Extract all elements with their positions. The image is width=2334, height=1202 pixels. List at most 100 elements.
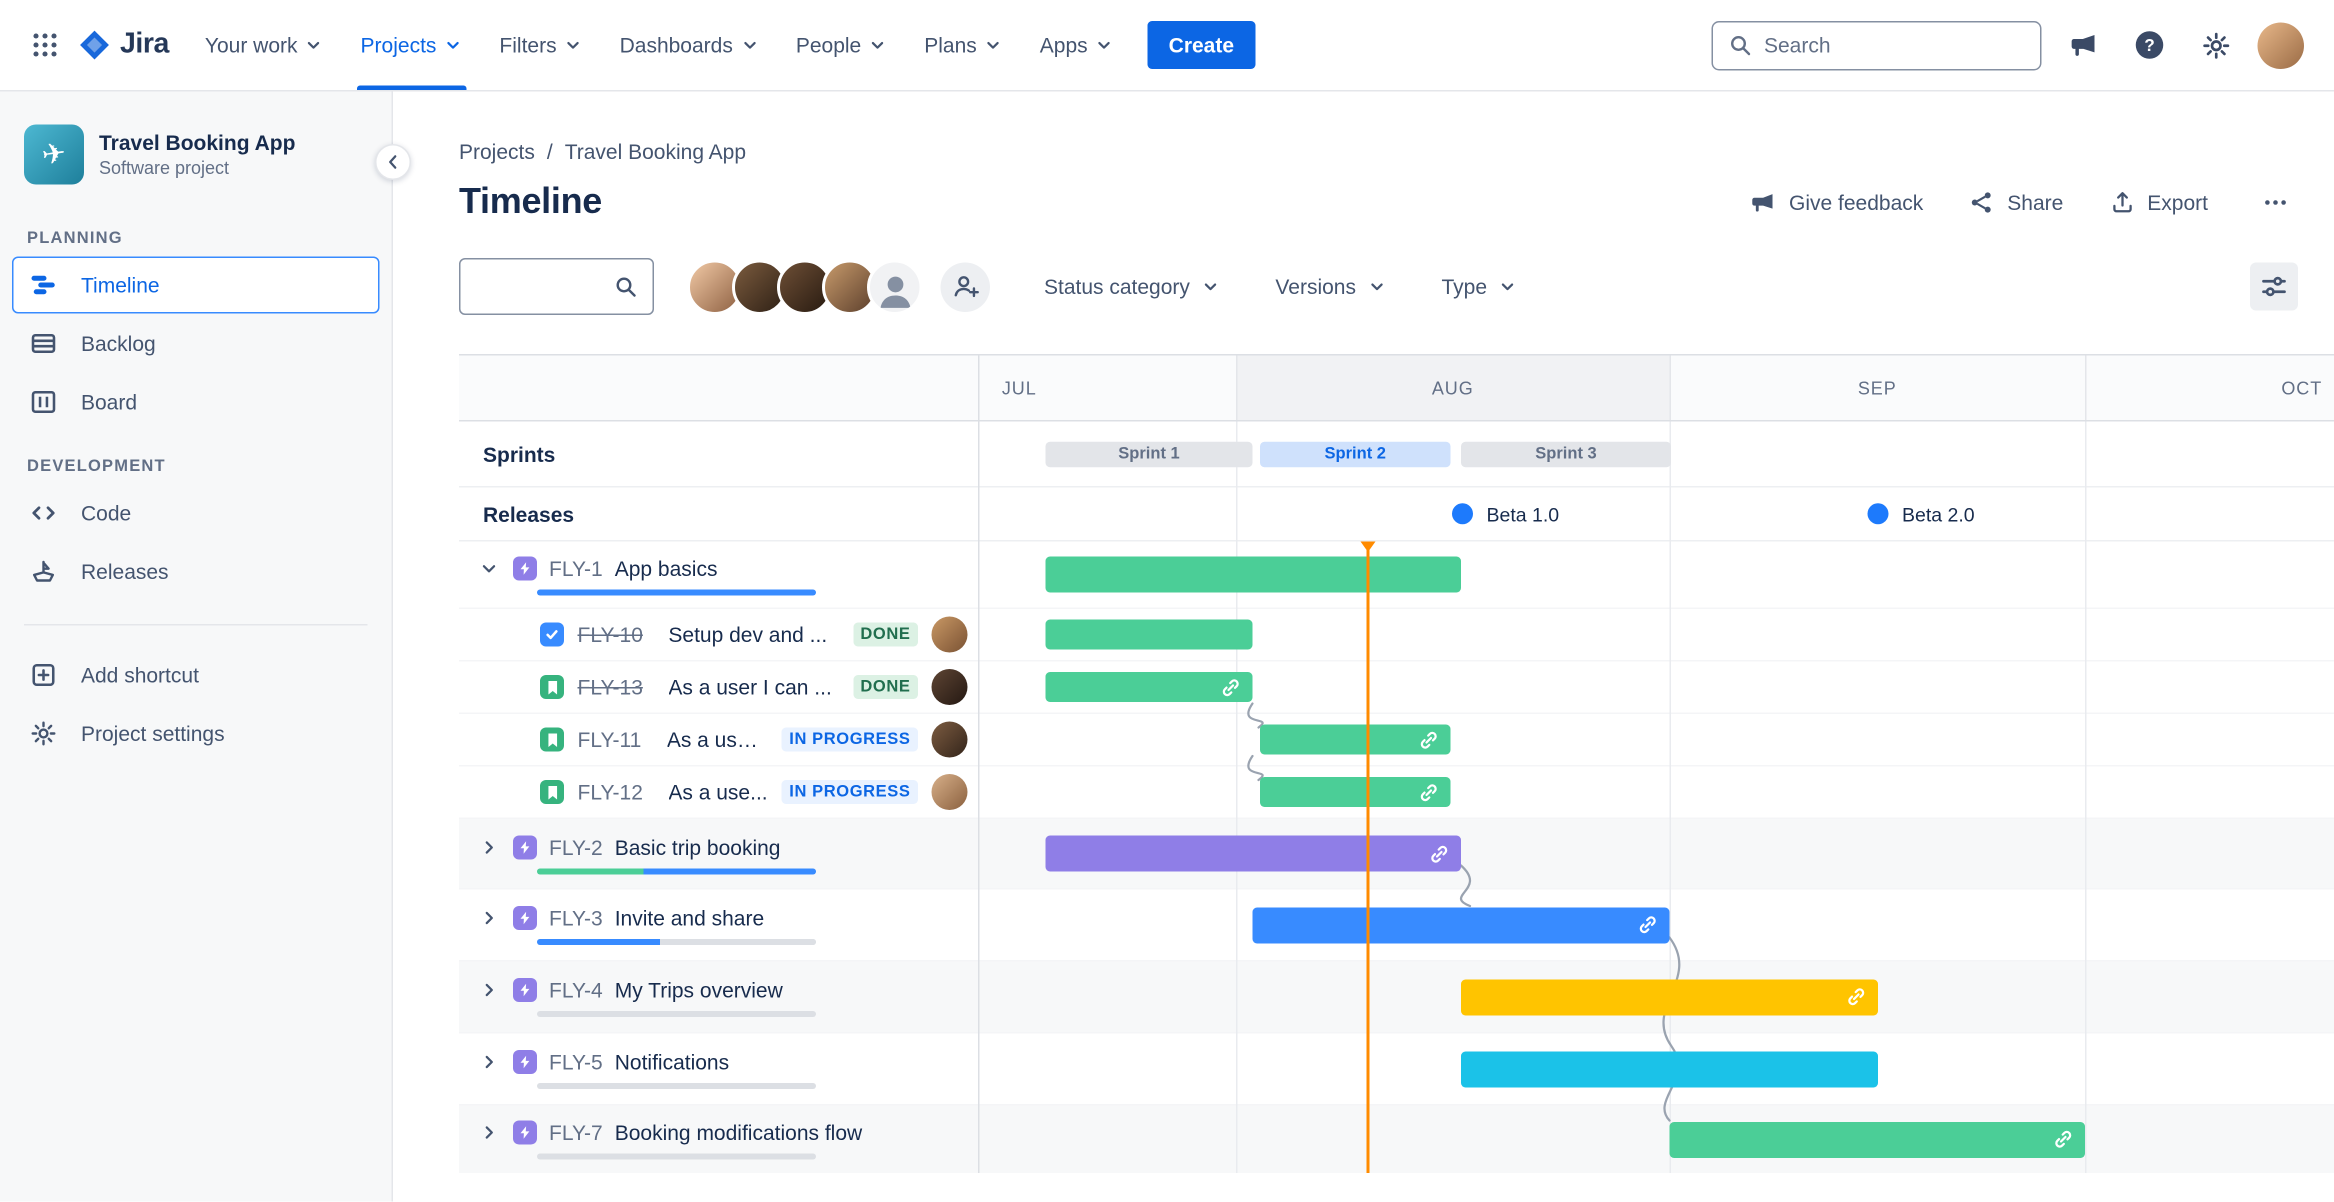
assignee-avatar[interactable] [931,774,968,810]
nav-item-dashboards[interactable]: Dashboards [602,0,778,90]
profile-avatar[interactable] [2257,21,2304,69]
filter-dropdown-versions[interactable]: Versions [1275,275,1387,299]
timeline-panel-divider [978,355,980,1173]
chevron-down-icon [442,35,463,56]
nav-item-your-work[interactable]: Your work [187,0,343,90]
gantt-bar-fly-12[interactable] [1260,777,1451,807]
add-people-button[interactable] [940,261,990,312]
sidebar-item-project-settings[interactable]: Project settings [12,705,380,762]
status-badge: DONE [852,622,918,647]
expand-chevron-icon[interactable] [474,1053,504,1071]
nav-item-plans[interactable]: Plans [906,0,1022,90]
gantt-bar-fly-10[interactable] [1045,619,1253,650]
expand-chevron-icon[interactable] [474,909,504,927]
gantt-bar-fly-5[interactable] [1461,1050,1878,1087]
top-nav-right: ? [1711,20,2304,70]
gantt-bar-fly-3[interactable] [1252,906,1670,943]
sidebar-item-label: Releases [81,559,169,584]
issue-title: As a user... [666,727,769,752]
assignee-avatar[interactable] [931,669,968,705]
chevron-down-icon [1366,276,1387,297]
sprint-pill-sprint-1[interactable]: Sprint 1 [1045,441,1253,467]
create-button[interactable]: Create [1147,21,1256,69]
view-settings-button[interactable] [2250,262,2298,311]
timeline-search-field[interactable] [459,258,654,315]
chevron-down-icon [563,35,584,56]
sidebar-item-backlog[interactable]: Backlog [12,315,380,372]
release-marker-beta-1-0[interactable]: Beta 1.0 [1452,503,1559,525]
global-search[interactable] [1711,20,2042,70]
current-month-shade [1236,355,1670,420]
sidebar-item-code[interactable]: Code [12,485,380,542]
sidebar-collapse-button[interactable] [375,144,411,180]
issue-title: As a user I can ... [668,675,832,699]
expand-chevron-icon[interactable] [474,838,504,856]
settings-gear-icon[interactable] [2192,21,2240,69]
share-button[interactable]: Share [1968,189,2063,216]
expand-chevron-icon[interactable] [474,1124,504,1142]
issue-title: App basics [614,555,718,580]
assignee-avatar[interactable] [931,721,968,758]
assignee-avatar[interactable] [931,616,968,653]
timeline-gridline [1236,421,1238,1173]
issue-key: FLY-2 [549,834,603,859]
global-search-input[interactable] [1764,33,2025,57]
chevron-down-icon [1498,276,1519,297]
collapse-chevron-icon[interactable] [474,559,504,577]
export-button[interactable]: Export [2108,189,2208,216]
sidebar-item-releases[interactable]: Releases [12,543,380,600]
gantt-bar-fly-13[interactable] [1045,672,1253,702]
sprint-pill-sprint-2[interactable]: Sprint 2 [1260,441,1451,467]
breadcrumb-project-name[interactable]: Travel Booking App [564,139,747,164]
gantt-bar-fly-7[interactable] [1669,1121,2085,1158]
app-switcher-icon[interactable] [21,21,69,69]
row-chart-cell [978,1106,2334,1174]
dependency-link-icon [1428,842,1451,865]
timeline-gridline [1669,421,1671,1173]
filter-dropdown-type[interactable]: Type [1441,275,1518,299]
sidebar-item-add-shortcut[interactable]: Add shortcut [12,647,380,704]
sidebar-item-board[interactable]: Board [12,374,380,431]
default-avatar[interactable] [867,258,923,315]
progress-segment [537,939,660,945]
nav-item-filters[interactable]: Filters [481,0,601,90]
timeline-month-header: JUL AUG SEP OCT [459,355,2334,422]
issue-key: FLY-11 [577,727,642,752]
sprint-pill-sprint-3[interactable]: Sprint 3 [1461,441,1671,467]
row-chart-cell [978,714,2334,765]
sprints-row-label: Sprints [483,441,556,466]
more-actions-button[interactable] [2253,180,2298,225]
give-feedback-button[interactable]: Give feedback [1749,188,1923,217]
month-boundary [1669,355,1671,420]
issue-title: Basic trip booking [614,834,781,859]
assignee-avatar-group [687,258,923,315]
announcement-icon[interactable] [2060,21,2108,69]
timeline-search-input[interactable] [475,274,605,299]
jira-logo-icon [78,29,111,62]
nav-item-apps[interactable]: Apps [1022,0,1133,90]
row-left-cell: FLY-4 My Trips overview [459,962,978,1033]
issue-key: FLY-13 [577,675,643,699]
nav-item-people[interactable]: People [778,0,906,90]
issue-title: Booking modifications flow [614,1120,863,1145]
breadcrumb-projects[interactable]: Projects [459,139,535,164]
status-badge: DONE [852,675,918,699]
dropdown-label: Type [1441,274,1488,299]
gantt-bar-fly-1[interactable] [1045,556,1461,593]
jira-logo[interactable]: Jira [69,29,187,62]
timeline-panel: JUL AUG SEP OCT Sprints Sprint 1 Sprint 2 Spr… [459,354,2334,1173]
nav-item-projects[interactable]: Projects [343,0,482,90]
release-marker-beta-2-0[interactable]: Beta 2.0 [1867,503,1975,525]
progress-segment [537,1011,816,1017]
gantt-bar-fly-4[interactable] [1461,978,1878,1015]
timeline-body: FLY-1 App basics FLY-10 Setup dev and ... DO… [459,541,2334,1174]
gantt-bar-fly-2[interactable] [1045,835,1461,872]
today-marker [1360,541,1376,1173]
release-dot-icon [1867,503,1889,525]
sidebar-item-timeline[interactable]: Timeline [12,256,380,314]
expand-chevron-icon[interactable] [474,981,504,999]
filter-dropdown-status-category[interactable]: Status category [1044,275,1221,299]
gantt-bar-fly-11[interactable] [1260,724,1451,755]
help-icon[interactable]: ? [2126,21,2174,69]
backlog-icon [27,329,60,359]
